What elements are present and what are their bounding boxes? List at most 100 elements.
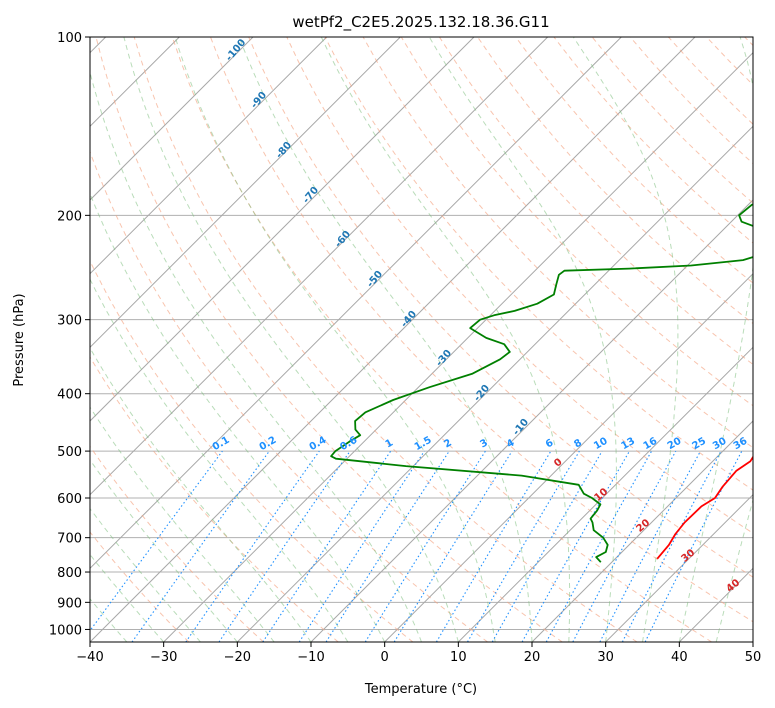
moist-adiabat-label: -50: [365, 269, 385, 290]
mixing-ratio-line: [644, 450, 743, 642]
x-axis: −40 −30 −20 −10 0 10 20 30 40 50: [76, 642, 761, 665]
mixing-ratio-line: [218, 450, 351, 642]
x-tick-label: 10: [450, 650, 467, 665]
moist-adiabat-line: [90, 278, 349, 642]
moist-adiabat-line: [90, 192, 386, 642]
dry-adiabat-label: 30: [680, 547, 698, 564]
background-lines: [90, 37, 753, 642]
mixing-ratio-line: [467, 450, 580, 642]
mixing-ratio-label: 0.1: [211, 435, 232, 453]
mixing-ratio-line: [325, 450, 450, 642]
mixing-ratio-label: 6: [544, 437, 556, 450]
x-tick-label: −40: [76, 650, 103, 665]
moist-adiabat-label: -40: [399, 309, 419, 330]
moist-adiabat-label: -10: [511, 417, 531, 438]
x-tick-label: −10: [297, 650, 324, 665]
dry-adiabat-line: [515, 37, 753, 284]
x-axis-label: Temperature (°C): [364, 682, 477, 697]
dry-adiabat-line: [210, 37, 753, 623]
isotherm-line: [90, 37, 696, 642]
moist-adiabat-line: [90, 347, 312, 642]
y-tick-label: 1000: [49, 623, 82, 638]
dry-adiabat-label: 20: [635, 517, 653, 534]
isotherm-line: [678, 567, 753, 642]
isotherm-line: [531, 420, 753, 642]
line-labels: 0.1 0.2 0.4 0.6 1 1.5 2 3 4 6 8 10 13 16 20 25 30 3601020…: [211, 37, 750, 595]
y-tick-label: 100: [57, 31, 82, 46]
dry-adiabat-line: [591, 37, 753, 204]
isotherm-line: [605, 493, 753, 642]
y-tick-label: 900: [57, 596, 82, 611]
mixing-ratio-label: 0.2: [258, 435, 279, 453]
dry-adiabat-line: [438, 37, 753, 366]
isotherm-line: [163, 51, 753, 642]
moist-adiabat-line: [90, 70, 422, 642]
mixing-ratio-label: 1: [384, 437, 396, 450]
mixing-ratio-line: [435, 450, 552, 642]
mixing-ratio-line: [572, 450, 677, 642]
mixing-ratio-line: [545, 450, 653, 642]
moist-adiabat-line: [90, 553, 165, 642]
mixing-ratio-line: [298, 450, 425, 642]
mixing-ratio-line: [521, 450, 630, 642]
moist-adiabat-label: -70: [301, 185, 321, 206]
plot-frame: [89, 36, 754, 643]
mixing-ratio-line: [262, 450, 392, 642]
mixing-ratio-label: 10: [592, 436, 610, 453]
isotherm-line: [457, 346, 753, 642]
isotherm-line: [90, 37, 254, 201]
dry-adiabat-line: [90, 356, 339, 642]
moist-adiabat-label: -80: [274, 140, 294, 161]
y-tick-label: 200: [57, 209, 82, 224]
isotherm-line: [90, 37, 622, 570]
dry-adiabat-label: 40: [725, 577, 743, 594]
y-tick-label: 400: [57, 388, 82, 403]
dry-adiabat-label: 0: [552, 457, 564, 470]
mixing-ratio-label: 1.5: [413, 435, 434, 453]
moist-adiabat-line: [428, 37, 617, 642]
isotherm-line: [90, 37, 549, 496]
isotherm-line: [90, 37, 401, 349]
mixing-ratio-line: [185, 450, 320, 642]
x-tick-label: 50: [745, 650, 762, 665]
x-tick-label: 30: [597, 650, 614, 665]
moist-adiabat-label: -30: [434, 348, 454, 369]
chart-title: wetPf2_C2E5.2025.132.18.36.G11: [292, 13, 549, 32]
mixing-ratio-label: 8: [572, 437, 584, 450]
isotherm-line: [310, 199, 753, 642]
mixing-ratio-label: 13: [619, 436, 637, 453]
mixing-ratio-line: [364, 450, 486, 642]
moist-adiabat-line: [90, 459, 238, 642]
dry-adiabat-line: [248, 37, 753, 578]
x-tick-label: 0: [381, 650, 389, 665]
dry-adiabat-line: [90, 445, 264, 642]
moist-adiabat-line: [90, 507, 201, 642]
moist-adiabat-label: -60: [333, 229, 353, 250]
y-tick-label: 700: [57, 532, 82, 547]
mixing-ratio-line: [131, 450, 270, 642]
y-tick-label: 600: [57, 492, 82, 507]
x-tick-label: 40: [671, 650, 688, 665]
x-tick-label: 20: [524, 650, 541, 665]
dry-adiabat-line: [286, 37, 753, 534]
dry-adiabat-line: [133, 37, 638, 642]
temperature-profile-line: [656, 455, 753, 560]
moist-adiabat-label: -20: [472, 383, 492, 404]
y-tick-label: 300: [57, 314, 82, 329]
mixing-ratio-label: 16: [642, 436, 660, 453]
moist-adiabat-line: [752, 640, 753, 642]
dry-adiabat-line: [90, 531, 190, 642]
x-tick-label: −30: [150, 650, 177, 665]
mixing-ratio-label: 2: [442, 437, 454, 450]
isotherm-line: [90, 37, 328, 275]
profile-series: [330, 203, 753, 563]
y-tick-label: 500: [57, 445, 82, 460]
moist-adiabat-line: [90, 406, 275, 642]
y-axis-label: Pressure (hPa): [12, 293, 27, 386]
isotherm-line: [236, 125, 753, 642]
moist-adiabat-line: [90, 598, 128, 642]
isotherm-line: [384, 272, 753, 642]
dry-adiabat-line: [744, 37, 753, 47]
dry-adiabat-line: [95, 37, 563, 642]
mixing-ratio-label: 30: [711, 436, 729, 453]
